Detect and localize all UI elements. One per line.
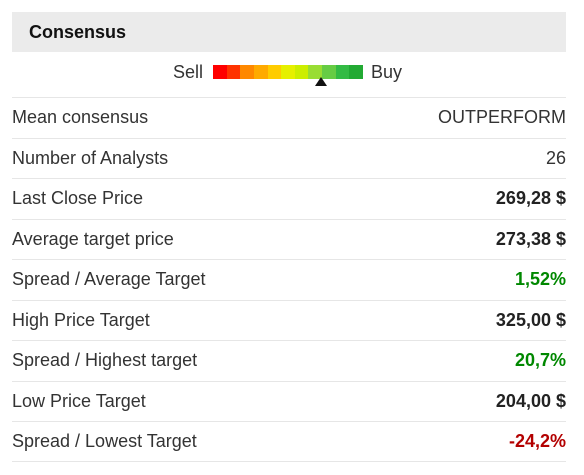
row-label: Spread / Highest target	[12, 350, 198, 371]
scale-segment	[349, 65, 364, 79]
table-row: Spread / Average Target 1,52%	[12, 259, 566, 300]
scale-segment	[213, 65, 227, 79]
row-label: Mean consensus	[12, 107, 149, 128]
table-row: Spread / Highest target 20,7%	[12, 340, 566, 381]
table-row: Last Close Price 269,28 $	[12, 178, 566, 219]
scale-segment	[308, 65, 323, 79]
row-label: Low Price Target	[12, 390, 146, 411]
buy-label: Buy	[371, 62, 403, 82]
table-row: Low Price Target 204,00 $	[12, 380, 566, 422]
scale-segment	[226, 65, 241, 79]
scale-segment	[322, 65, 336, 79]
row-label: Spread / Lowest Target	[12, 430, 197, 451]
panel-title: Consensus	[12, 12, 566, 52]
table-row: Spread / Lowest Target -24,2%	[12, 421, 566, 462]
scale-segment	[281, 65, 295, 79]
consensus-scale: Sell Buy	[0, 58, 584, 88]
scale-segment	[253, 65, 268, 79]
scale-segment	[267, 65, 282, 79]
row-label: High Price Target	[12, 309, 150, 330]
row-label: Average target price	[12, 228, 174, 249]
row-value: 273,38 $	[495, 228, 566, 249]
row-value: 20,7%	[514, 350, 566, 371]
row-value: 26	[545, 147, 566, 168]
table-row: Average target price 273,38 $	[12, 218, 566, 260]
consensus-table: Mean consensus OUTPERFORM Number of Analys…	[12, 97, 566, 462]
table-row: Mean consensus OUTPERFORM	[12, 97, 566, 138]
row-label: Spread / Average Target	[12, 269, 206, 290]
scale-segment	[240, 65, 254, 79]
consensus-gradient-bar	[213, 65, 364, 79]
row-value: 204,00 $	[495, 390, 566, 411]
row-label: Last Close Price	[12, 188, 144, 209]
row-label: Number of Analysts	[12, 147, 169, 168]
row-value: OUTPERFORM	[438, 107, 566, 128]
sell-label: Sell	[173, 62, 204, 82]
row-value: 1,52%	[514, 269, 566, 290]
table-row: Number of Analysts 26	[12, 137, 566, 179]
consensus-pointer-icon	[315, 77, 327, 86]
row-value: -24,2%	[508, 430, 566, 451]
scale-segment	[335, 65, 350, 79]
row-value: 269,28 $	[495, 188, 566, 209]
table-row: High Price Target 325,00 $	[12, 299, 566, 341]
scale-segment	[294, 65, 309, 79]
row-value: 325,00 $	[495, 309, 566, 330]
